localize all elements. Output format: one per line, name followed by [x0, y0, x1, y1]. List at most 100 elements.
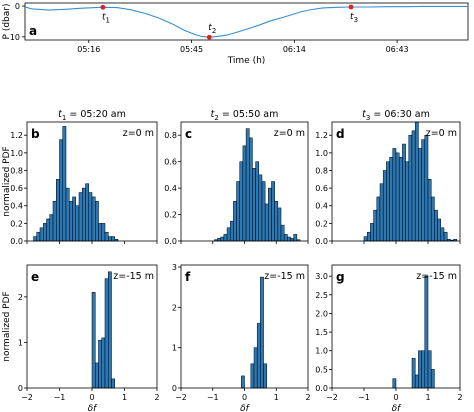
depth-annotation-g: z=-15 m: [416, 271, 457, 282]
x-tick-label: 2: [305, 393, 310, 402]
x-tick-label: 06:14: [283, 45, 306, 54]
histogram-bar: [78, 192, 83, 242]
histogram-bar: [250, 363, 255, 389]
x-tick-label: −2: [21, 393, 33, 402]
x-tick-label: 2: [154, 393, 159, 402]
panel-d-title-base: t: [362, 109, 367, 120]
depth-annotation-d: z=0 m: [426, 128, 457, 139]
histogram-bar: [287, 236, 291, 242]
y-tick-label: 0.6: [10, 184, 23, 193]
panel-label-a: a: [29, 24, 37, 38]
panel-b-title: t1 = 05:20 am: [58, 109, 126, 122]
y-tick-label: 1.0: [10, 149, 23, 158]
histogram-bar: [411, 357, 416, 389]
panel-label-g: g: [336, 270, 345, 284]
y-tick-label: 0: [172, 384, 177, 393]
x-tick-label: 1: [122, 393, 127, 402]
histogram-bar: [395, 152, 400, 242]
histogram-bar: [274, 201, 279, 242]
histogram-bar: [226, 227, 231, 242]
histogram-bar: [82, 187, 86, 242]
histogram-bar: [263, 363, 267, 389]
histogram-bar: [283, 234, 288, 242]
histogram-bar: [411, 130, 416, 242]
histogram-bar: [277, 207, 282, 242]
y-tick-label: 0.0: [315, 237, 328, 246]
y-tick-label: 1.0: [315, 347, 328, 356]
panel-d: 0.0 0.2 0.4 0.6 0.8 1.0 1.2 d z=0 m t3 = 06:30 am: [315, 109, 461, 246]
y-tick-label: 0.2: [164, 211, 177, 220]
histogram-bar: [424, 275, 429, 389]
panel-d-title: t3 = 06:30 am: [362, 109, 430, 122]
depth-annotation-f: z=-15 m: [264, 271, 305, 282]
marker-t2-label: t2: [208, 23, 216, 35]
histogram-bar: [104, 231, 109, 242]
marker-t3-label-sub: 3: [354, 16, 358, 24]
y-tick-label: 0.4: [10, 202, 23, 211]
histogram-bar: [379, 183, 384, 242]
histogram-bar: [398, 157, 403, 242]
histogram-bar: [111, 378, 115, 389]
y-tick-label: 1.2: [10, 131, 23, 140]
histogram-bar: [59, 139, 63, 242]
histogram-bar: [95, 201, 99, 242]
x-tick-label: 0: [89, 393, 94, 402]
histogram-bar: [268, 187, 272, 242]
x-axis-label: δf: [88, 404, 99, 412]
panel-a: 0 10 05:16 05:45 06:14 06:43 Time (h) P (dbar) t…: [2, 2, 469, 66]
y-axis-label: P (dbar): [2, 4, 12, 40]
histogram-bar: [39, 227, 44, 242]
histogram-bar: [62, 126, 67, 242]
histogram-bar: [382, 170, 387, 242]
marker-t3-label-base: t: [350, 12, 354, 22]
histogram-bar: [421, 139, 426, 242]
x-tick-label: −2: [326, 393, 338, 402]
histogram-bar: [233, 201, 237, 242]
histogram-bar: [427, 350, 432, 389]
y-tick-label: 0.0: [315, 384, 328, 393]
histogram-bar: [33, 236, 37, 242]
histogram-bar: [373, 209, 378, 242]
y-tick-label: 3.0: [315, 272, 328, 281]
y-tick-label: 1: [172, 344, 177, 353]
histogram-bar: [258, 174, 263, 242]
histogram-bar: [421, 350, 426, 389]
y-tick-label: 1: [18, 338, 23, 347]
y-tick-label: 0.8: [315, 166, 328, 175]
histogram-bar: [91, 292, 96, 389]
y-tick-label: 10: [10, 33, 20, 42]
panel-label-b: b: [31, 127, 40, 141]
histogram-bar: [405, 161, 410, 242]
histogram-bar: [108, 236, 112, 242]
histogram-bar: [236, 181, 240, 242]
histogram-bar: [239, 161, 244, 242]
histogram-bar: [418, 350, 422, 389]
y-tick-label: 3: [172, 263, 177, 272]
panel-b-title-rest: = 05:20 am: [66, 109, 125, 120]
x-tick-label: 2: [457, 393, 462, 402]
histogram-bar: [363, 236, 368, 242]
x-axis-label: Time (h): [227, 56, 266, 66]
histogram-bar: [56, 179, 60, 242]
panel-g-frame: [331, 264, 461, 389]
histogram-bar: [242, 145, 247, 242]
y-tick-label: 0.8: [10, 166, 23, 175]
x-tick-label: 1: [274, 393, 279, 402]
marker-t2-label-sub: 2: [212, 27, 216, 35]
histogram-bar: [389, 157, 394, 242]
histogram-bar: [69, 201, 73, 242]
panel-c: 0.0 0.2 0.4 0.6 0.8 c z=0 m t2 = 05:50 am: [164, 109, 309, 246]
x-tick-label: 1: [425, 393, 430, 402]
panel-label-f: f: [185, 270, 191, 284]
y-tick-label: 0.4: [315, 202, 328, 211]
panel-c-title-base: t: [211, 109, 216, 120]
histogram-bar: [46, 218, 50, 242]
histogram-bar: [443, 231, 448, 242]
histogram-bar: [264, 203, 269, 242]
histogram-bar: [253, 347, 258, 389]
y-tick-label: 1.2: [315, 131, 328, 140]
panel-f-frame: [180, 264, 309, 389]
y-tick-label: 0.8: [164, 131, 177, 140]
